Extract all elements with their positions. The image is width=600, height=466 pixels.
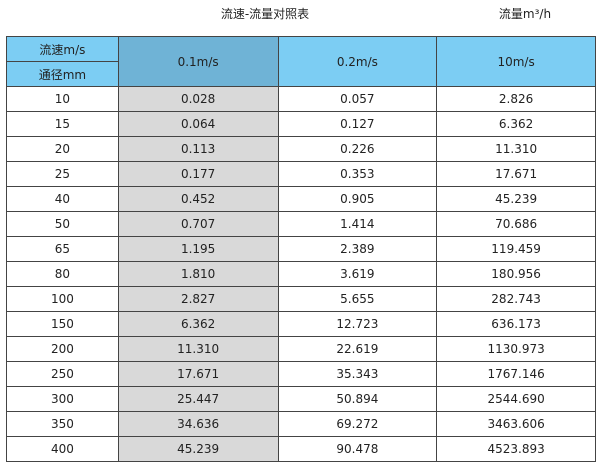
table-row: 25 0.177 0.353 17.671 bbox=[6, 161, 596, 187]
flow-cell: 0.028 bbox=[117, 86, 279, 112]
table-row: 350 34.636 69.272 3463.606 bbox=[6, 411, 596, 437]
table-row: 150 6.362 12.723 636.173 bbox=[6, 311, 596, 337]
flow-cell: 25.447 bbox=[117, 386, 279, 412]
diameter-cell: 400 bbox=[6, 436, 119, 462]
flow-cell: 11.310 bbox=[436, 136, 596, 162]
flow-cell: 282.743 bbox=[436, 286, 596, 312]
diameter-header: 通径mm bbox=[6, 61, 119, 87]
column-header: 10m/s bbox=[436, 36, 596, 87]
flow-cell: 1.195 bbox=[117, 236, 279, 262]
flow-cell: 69.272 bbox=[277, 411, 438, 437]
table-row: 10 0.028 0.057 2.826 bbox=[6, 86, 596, 112]
flow-cell: 119.459 bbox=[436, 236, 596, 262]
flow-cell: 0.113 bbox=[117, 136, 279, 162]
flow-cell: 3463.606 bbox=[436, 411, 596, 437]
table-row: 100 2.827 5.655 282.743 bbox=[6, 286, 596, 312]
diameter-cell: 100 bbox=[6, 286, 119, 312]
flow-cell: 90.478 bbox=[277, 436, 438, 462]
flow-cell: 6.362 bbox=[436, 111, 596, 137]
flow-cell: 2.826 bbox=[436, 86, 596, 112]
flow-cell: 0.177 bbox=[117, 161, 279, 187]
diameter-cell: 350 bbox=[6, 411, 119, 437]
diameter-cell: 15 bbox=[6, 111, 119, 137]
diameter-cell: 150 bbox=[6, 311, 119, 337]
flow-cell: 1767.146 bbox=[436, 361, 596, 387]
table-row: 300 25.447 50.894 2544.690 bbox=[6, 386, 596, 412]
diameter-cell: 80 bbox=[6, 261, 119, 287]
velocity-header: 流速m/s bbox=[6, 36, 119, 62]
flow-cell: 0.905 bbox=[277, 186, 438, 212]
flow-cell: 50.894 bbox=[277, 386, 438, 412]
diameter-cell: 20 bbox=[6, 136, 119, 162]
table-row: 65 1.195 2.389 119.459 bbox=[6, 236, 596, 262]
flow-cell: 12.723 bbox=[277, 311, 438, 337]
flow-cell: 1130.973 bbox=[436, 336, 596, 362]
flow-cell: 0.064 bbox=[117, 111, 279, 137]
flow-cell: 17.671 bbox=[117, 361, 279, 387]
diameter-cell: 200 bbox=[6, 336, 119, 362]
diameter-cell: 25 bbox=[6, 161, 119, 187]
flow-cell: 1.414 bbox=[277, 211, 438, 237]
diameter-cell: 65 bbox=[6, 236, 119, 262]
flow-cell: 17.671 bbox=[436, 161, 596, 187]
flow-cell: 2544.690 bbox=[436, 386, 596, 412]
diameter-cell: 50 bbox=[6, 211, 119, 237]
flow-cell: 45.239 bbox=[117, 436, 279, 462]
diameter-cell: 250 bbox=[6, 361, 119, 387]
flow-cell: 6.362 bbox=[117, 311, 279, 337]
flow-cell: 70.686 bbox=[436, 211, 596, 237]
flow-cell: 34.636 bbox=[117, 411, 279, 437]
flow-cell: 180.956 bbox=[436, 261, 596, 287]
diameter-cell: 40 bbox=[6, 186, 119, 212]
diameter-cell: 300 bbox=[6, 386, 119, 412]
flow-cell: 4523.893 bbox=[436, 436, 596, 462]
table-row: 250 17.671 35.343 1767.146 bbox=[6, 361, 596, 387]
flow-cell: 0.353 bbox=[277, 161, 438, 187]
flow-cell: 5.655 bbox=[277, 286, 438, 312]
table-row: 40 0.452 0.905 45.239 bbox=[6, 186, 596, 212]
flow-cell: 2.827 bbox=[117, 286, 279, 312]
table-row: 200 11.310 22.619 1130.973 bbox=[6, 336, 596, 362]
velocity-flow-table: 流速m/s 0.1m/s 0.2m/s 10m/s 通径mm 10 0.028 0.… bbox=[6, 36, 596, 462]
table-row: 80 1.810 3.619 180.956 bbox=[6, 261, 596, 287]
table-row: 50 0.707 1.414 70.686 bbox=[6, 211, 596, 237]
flow-cell: 0.057 bbox=[277, 86, 438, 112]
flow-cell: 0.226 bbox=[277, 136, 438, 162]
table-row: 15 0.064 0.127 6.362 bbox=[6, 111, 596, 137]
flow-cell: 22.619 bbox=[277, 336, 438, 362]
flow-cell: 3.619 bbox=[277, 261, 438, 287]
column-header: 0.2m/s bbox=[277, 36, 438, 87]
diameter-cell: 10 bbox=[6, 86, 119, 112]
flow-cell: 35.343 bbox=[277, 361, 438, 387]
table-row: 400 45.239 90.478 4523.893 bbox=[6, 436, 596, 462]
table-title: 流速-流量对照表 bbox=[220, 7, 310, 21]
flow-cell: 636.173 bbox=[436, 311, 596, 337]
flow-cell: 1.810 bbox=[117, 261, 279, 287]
flow-cell: 0.452 bbox=[117, 186, 279, 212]
table-row: 20 0.113 0.226 11.310 bbox=[6, 136, 596, 162]
flow-unit-label: 流量m³/h bbox=[498, 7, 552, 21]
flow-cell: 11.310 bbox=[117, 336, 279, 362]
flow-cell: 2.389 bbox=[277, 236, 438, 262]
flow-cell: 0.707 bbox=[117, 211, 279, 237]
column-header: 0.1m/s bbox=[117, 36, 279, 87]
flow-cell: 0.127 bbox=[277, 111, 438, 137]
flow-cell: 45.239 bbox=[436, 186, 596, 212]
